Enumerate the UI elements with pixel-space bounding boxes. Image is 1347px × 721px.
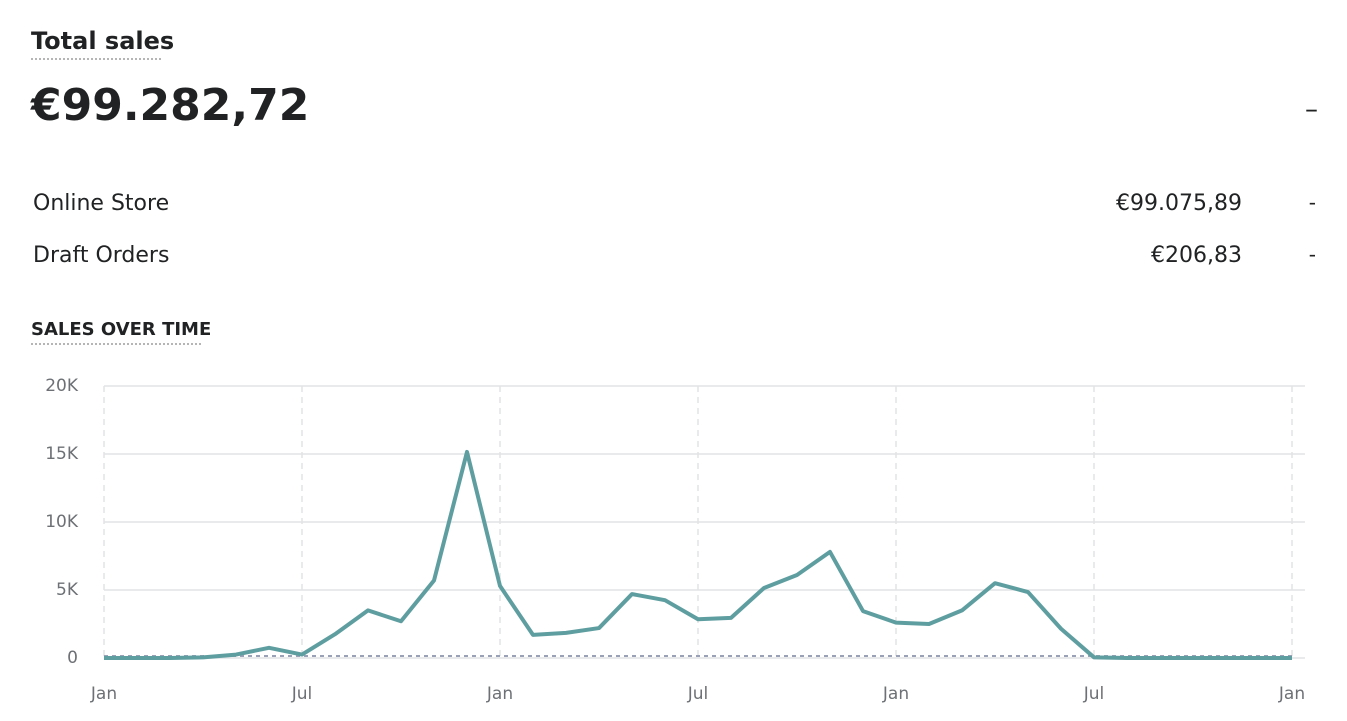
x-tick-label: Jan bbox=[882, 684, 909, 704]
x-tick-label: Jan bbox=[1278, 684, 1305, 704]
channel-change: - bbox=[1309, 243, 1316, 267]
y-tick-label: 0 bbox=[67, 648, 78, 668]
total-value: €99.282,72 bbox=[30, 80, 309, 131]
x-tick-label: Jul bbox=[1083, 684, 1105, 704]
x-tick-label: Jan bbox=[90, 684, 117, 704]
plot: 0 5K 10K 15K 20K Jan Jul Jan Jul Jan Jul Jan bbox=[45, 376, 1305, 704]
channel-label: Draft Orders bbox=[33, 243, 169, 268]
channel-value: €206,83 bbox=[1151, 243, 1242, 268]
sales-line bbox=[104, 449, 1292, 660]
total-change: – bbox=[1305, 95, 1318, 125]
card-title[interactable]: Total sales bbox=[31, 27, 174, 55]
x-tick-label: Jan bbox=[486, 684, 513, 704]
x-tick-label: Jul bbox=[291, 684, 313, 704]
y-tick-label: 15K bbox=[45, 444, 79, 464]
y-tick-label: 20K bbox=[45, 376, 79, 396]
y-tick-label: 5K bbox=[56, 580, 79, 600]
channel-label: Online Store bbox=[33, 191, 169, 216]
chart-title[interactable]: SALES OVER TIME bbox=[31, 319, 211, 340]
channel-value: €99.075,89 bbox=[1116, 191, 1242, 216]
channel-change: - bbox=[1309, 191, 1316, 215]
x-tick-label: Jul bbox=[687, 684, 709, 704]
y-tick-label: 10K bbox=[45, 512, 79, 532]
